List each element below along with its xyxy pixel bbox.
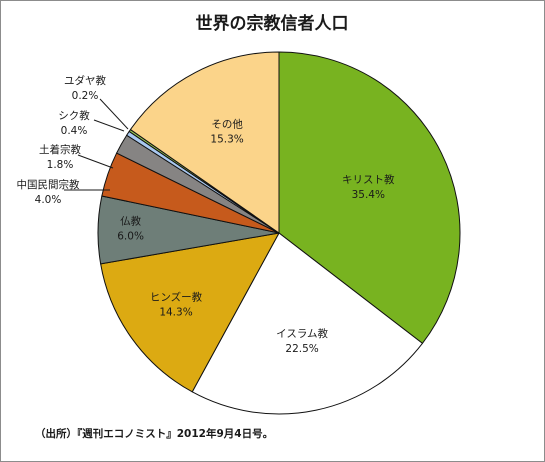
slice-name-label: 土着宗教 (39, 143, 81, 156)
slice-value-label: 1.8% (47, 159, 74, 171)
slice-value-label: 0.4% (61, 125, 88, 137)
pie-slice (129, 51, 280, 234)
slice-value-label: 0.2% (72, 90, 99, 102)
pie-slice (278, 51, 461, 344)
leader-lines (64, 98, 129, 191)
slice-name-label: ユダヤ教 (64, 74, 106, 87)
slice-value-label: 15.3% (210, 134, 243, 146)
leader-line (99, 98, 129, 130)
slice-value-label: 35.4% (352, 189, 385, 201)
slice-labels: キリスト教 35.4% イスラム教 22.5% ヒンズー教 14.3% 仏教 6.0% 中国民間… (17, 74, 396, 355)
source-note: （出所）『週刊エコノミスト』2012年9月4日号。 (35, 427, 273, 440)
slice-value-label: 4.0% (35, 194, 62, 206)
pie-slice (100, 232, 280, 393)
leader-line (93, 119, 125, 132)
slice-value-label: 14.3% (159, 307, 192, 319)
pie-slice (191, 232, 423, 415)
slice-name-label: ヒンズー教 (150, 291, 203, 304)
slice-name-label: キリスト教 (342, 173, 395, 186)
slice-name-label: その他 (211, 118, 243, 131)
leader-line (77, 154, 114, 169)
slice-name-label: シク教 (58, 109, 90, 122)
slice-name-label: 中国民間宗教 (17, 178, 80, 191)
chart-title: 世界の宗教信者人口 (196, 13, 349, 34)
slice-name-label: イスラム教 (276, 327, 328, 340)
pie-slices (97, 51, 461, 415)
slice-value-label: 6.0% (117, 230, 144, 242)
slice-name-label: 仏教 (120, 214, 141, 227)
slice-value-label: 22.5% (285, 343, 318, 355)
